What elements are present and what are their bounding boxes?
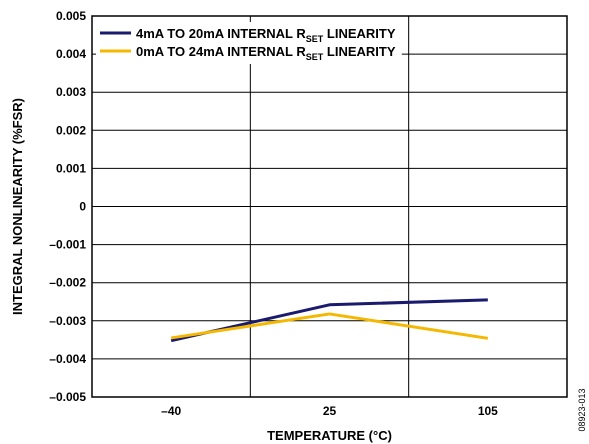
figure-id: 08923-013 — [577, 388, 587, 431]
legend-label-1: 4mA TO 20mA INTERNAL RSET LINEARITY — [136, 26, 396, 44]
legend-background — [96, 22, 402, 64]
plot-frame — [91, 15, 568, 398]
y-axis-tick-labels: –0.005 –0.004 –0.003 –0.002 –0.001 0 0.001 0.00… — [49, 9, 86, 404]
y-tick-label: –0.003 — [49, 314, 86, 328]
legend-label-2: 0mA TO 24mA INTERNAL RSET LINEARITY — [136, 44, 396, 62]
grid-lines — [92, 16, 567, 397]
data-series — [170, 298, 489, 343]
y-tick-label: 0.001 — [56, 161, 86, 175]
y-tick-label: –0.005 — [49, 390, 86, 404]
y-tick-label: 0.002 — [56, 123, 86, 137]
y-tick-label: 0.005 — [56, 9, 86, 23]
y-tick-label: –0.002 — [49, 276, 86, 290]
series-line-2 — [170, 312, 489, 340]
x-axis-label: TEMPERATURE (°C) — [267, 428, 392, 443]
y-tick-label: 0 — [79, 200, 86, 214]
series-line-1 — [170, 298, 488, 343]
x-axis-tick-labels: –40 25 105 — [161, 404, 498, 418]
y-axis-label: INTEGRAL NONLINEARITY (%FSR) — [10, 98, 25, 315]
x-tick-label: –40 — [161, 404, 181, 418]
y-tick-label: –0.004 — [49, 352, 86, 366]
y-tick-label: 0.004 — [56, 47, 86, 61]
x-tick-label: 25 — [323, 404, 337, 418]
y-tick-label: 0.003 — [56, 85, 86, 99]
x-tick-label: 105 — [478, 404, 498, 418]
y-tick-label: –0.001 — [49, 238, 86, 252]
